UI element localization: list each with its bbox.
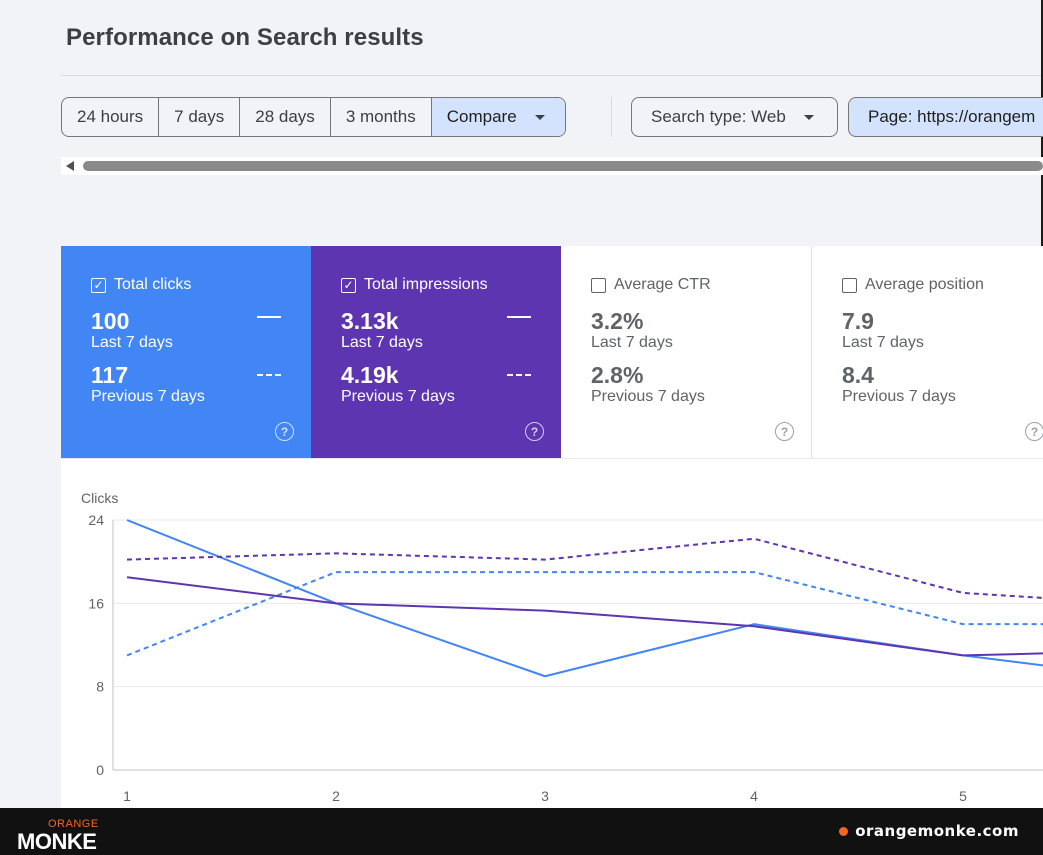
- metric-current-value: 3.13k: [341, 308, 399, 334]
- checkbox-checked-icon[interactable]: ✓: [341, 277, 356, 293]
- solid-line-legend-icon: [507, 316, 531, 318]
- y-tick-label: 16: [88, 595, 104, 611]
- filter-separator: [611, 97, 612, 137]
- x-tick-label: 3: [541, 788, 549, 804]
- metric-current-value: 3.2%: [591, 308, 644, 334]
- range-24-hours-button[interactable]: 24 hours: [62, 98, 160, 136]
- scrollbar-thumb[interactable]: [83, 161, 1043, 171]
- metric-previous-value: 117: [91, 362, 129, 388]
- scroll-left-icon[interactable]: [66, 161, 74, 171]
- logo-main-text: MONKE: [17, 829, 97, 854]
- help-icon[interactable]: ?: [525, 422, 544, 441]
- page-filter-chip[interactable]: Page: https://orangem: [848, 97, 1043, 137]
- solid-line-legend-icon: [257, 316, 281, 318]
- horizontal-scrollbar[interactable]: [61, 157, 1043, 175]
- y-axis-label: Clicks: [81, 490, 118, 506]
- metric-label: Average position: [865, 276, 984, 293]
- site-url-text: orangemonke.com: [855, 822, 1019, 840]
- x-tick-label: 5: [959, 788, 967, 804]
- y-tick-label: 24: [88, 512, 104, 528]
- metric-label: Total clicks: [114, 276, 192, 293]
- compare-label: Compare: [446, 107, 517, 126]
- range-3-months-button[interactable]: 3 months: [331, 98, 432, 136]
- site-url[interactable]: orangemonke.com: [839, 822, 1019, 840]
- title-divider: [61, 75, 1041, 76]
- metric-current-value: 7.9: [842, 308, 874, 334]
- x-tick-label: 2: [332, 788, 340, 804]
- metric-previous-period: Previous 7 days: [91, 388, 205, 405]
- total-impressions-card[interactable]: ✓ Total impressions 3.13k Last 7 days 4.…: [311, 246, 561, 458]
- metric-previous-value: 4.19k: [341, 362, 399, 388]
- metric-current-period: Last 7 days: [91, 334, 173, 351]
- metric-label: Average CTR: [614, 276, 711, 293]
- x-tick-label: 1: [123, 788, 131, 804]
- page-filter-label: Page: https://orangem: [868, 107, 1036, 126]
- total-clicks-card[interactable]: ✓ Total clicks 100 Last 7 days 117 Previ…: [61, 246, 311, 458]
- chart-canvas: Clicks 0 8 16 24 1 2 3 4 5: [81, 490, 1043, 804]
- help-icon[interactable]: ?: [775, 422, 794, 441]
- series-line-3: [126, 537, 1043, 599]
- date-range-selector: 24 hours 7 days 28 days 3 months Compare: [61, 97, 566, 137]
- search-type-filter[interactable]: Search type: Web: [631, 97, 838, 137]
- metric-current-period: Last 7 days: [591, 334, 673, 351]
- help-icon[interactable]: ?: [275, 422, 294, 441]
- search-type-label: Search type: Web: [651, 107, 786, 126]
- dashed-line-legend-icon: [257, 374, 281, 376]
- metric-label: Total impressions: [364, 276, 488, 293]
- compare-button[interactable]: Compare: [431, 98, 565, 136]
- range-28-days-button[interactable]: 28 days: [240, 98, 331, 136]
- metric-previous-value: 8.4: [842, 362, 874, 388]
- footer-bar: ORANGE MONKE orangemonke.com: [0, 808, 1043, 855]
- orange-monke-logo: ORANGE MONKE: [17, 818, 99, 854]
- chevron-down-icon: [534, 114, 545, 120]
- series-line-2: [126, 576, 1043, 657]
- metric-previous-period: Previous 7 days: [341, 388, 455, 405]
- metric-previous-period: Previous 7 days: [591, 388, 705, 405]
- logo-top-text: ORANGE: [48, 818, 99, 830]
- metric-current-value: 100: [91, 308, 130, 334]
- metric-cards: ✓ Total clicks 100 Last 7 days 117 Previ…: [61, 246, 1043, 458]
- metric-previous-period: Previous 7 days: [842, 388, 956, 405]
- metric-previous-value: 2.8%: [591, 362, 644, 388]
- dashed-line-legend-icon: [507, 374, 531, 376]
- x-tick-label: 4: [750, 788, 758, 804]
- chevron-down-icon: [803, 114, 814, 120]
- y-tick-label: 0: [96, 762, 104, 778]
- performance-chart: Clicks 0 8 16 24 1 2 3 4 5: [61, 458, 1043, 808]
- page-title: Performance on Search results: [66, 24, 424, 51]
- average-position-card[interactable]: Average position 7.9 Last 7 days 8.4 Pre…: [811, 246, 1043, 458]
- checkbox-unchecked-icon[interactable]: [842, 277, 857, 293]
- checkbox-checked-icon[interactable]: ✓: [91, 277, 106, 293]
- range-7-days-button[interactable]: 7 days: [159, 98, 241, 136]
- y-tick-label: 8: [96, 679, 104, 695]
- average-ctr-card[interactable]: Average CTR 3.2% Last 7 days 2.8% Previo…: [561, 246, 811, 458]
- series-line-0: [126, 519, 1043, 678]
- metric-current-period: Last 7 days: [341, 334, 423, 351]
- checkbox-unchecked-icon[interactable]: [591, 277, 606, 293]
- metric-current-period: Last 7 days: [842, 334, 924, 351]
- orange-dot-icon: [839, 826, 849, 836]
- help-icon[interactable]: ?: [1025, 422, 1043, 441]
